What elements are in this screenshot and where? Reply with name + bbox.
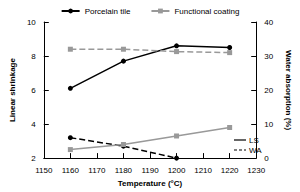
svg-text:2: 2 [31,154,36,163]
svg-text:10: 10 [264,120,273,129]
svg-text:1230: 1230 [247,166,265,175]
svg-text:6: 6 [31,86,36,95]
svg-text:1210: 1210 [194,166,212,175]
svg-text:1160: 1160 [62,166,80,175]
svg-text:30: 30 [264,52,273,61]
svg-text:LS: LS [249,136,259,145]
svg-text:1170: 1170 [88,166,106,175]
svg-text:Functional coating: Functional coating [174,7,239,16]
svg-text:10: 10 [27,18,36,27]
svg-text:4: 4 [31,120,36,129]
svg-text:40: 40 [264,18,273,27]
svg-text:1220: 1220 [221,166,239,175]
svg-text:WA: WA [249,146,262,155]
svg-text:Porcelain tile: Porcelain tile [85,7,131,16]
svg-text:0: 0 [264,154,269,163]
svg-text:1190: 1190 [141,166,159,175]
svg-text:Water absorption (%): Water absorption (%) [284,50,293,130]
svg-text:8: 8 [31,52,36,61]
svg-text:1150: 1150 [35,166,53,175]
svg-text:1200: 1200 [168,166,186,175]
svg-text:Linear shrinkage: Linear shrinkage [8,57,17,122]
svg-text:Temperature (°C): Temperature (°C) [118,179,183,188]
svg-text:1180: 1180 [115,166,133,175]
svg-text:20: 20 [264,86,273,95]
